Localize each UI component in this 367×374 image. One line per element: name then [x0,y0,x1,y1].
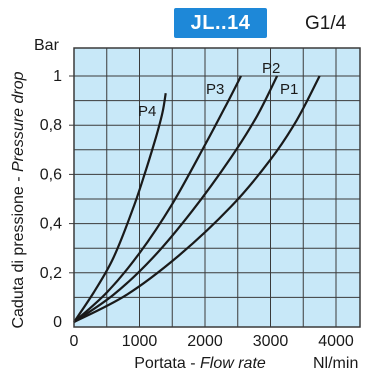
curve-p4 [73,93,167,323]
curve-group [73,75,321,323]
y-tick-label: 1 [53,68,62,85]
y-axis-title: Caduta di pressione - Pressure drop [10,71,27,328]
x-tick-label: 2000 [187,333,223,350]
x-axis-title: Portata - Flow rate [134,355,266,372]
x-unit-label: Nl/min [313,355,358,372]
y-tick-label: 0,2 [40,265,62,282]
y-tick-labels: 0 0,2 0,4 0,6 0,8 1 [40,68,62,331]
y-tick-label: 0 [53,314,62,331]
x-axis-title-italic: Flow rate [200,355,266,372]
plot-area [74,48,360,327]
series-label-p4: P4 [138,103,156,120]
y-unit-label: Bar [34,37,60,54]
x-tick-labels: 0 1000 2000 3000 4000 [70,333,354,350]
x-tick-label: 1000 [122,333,158,350]
y-tick-label: 0,4 [40,216,62,233]
x-tick-label: 3000 [253,333,289,350]
series-label-p3: P3 [206,81,224,98]
curve-p3 [73,75,242,323]
x-axis-title-text: Portata - [134,355,200,372]
y-axis-title-italic: Pressure drop [10,71,27,172]
series-label-p1: P1 [280,81,298,98]
plot-frame [73,47,361,328]
model-badge: JL..14 [174,8,267,38]
x-tick-label: 0 [70,333,79,350]
x-tick-label: 4000 [318,333,354,350]
y-axis-title-text: Caduta di pressione - [10,172,27,329]
curve-p1 [73,75,321,323]
thread-size-label: G1/4 [305,13,347,34]
y-tick-label: 0,6 [40,166,62,183]
curve-p2 [73,75,279,323]
series-label-p2: P2 [262,60,280,77]
y-tick-label: 0,8 [40,117,62,134]
